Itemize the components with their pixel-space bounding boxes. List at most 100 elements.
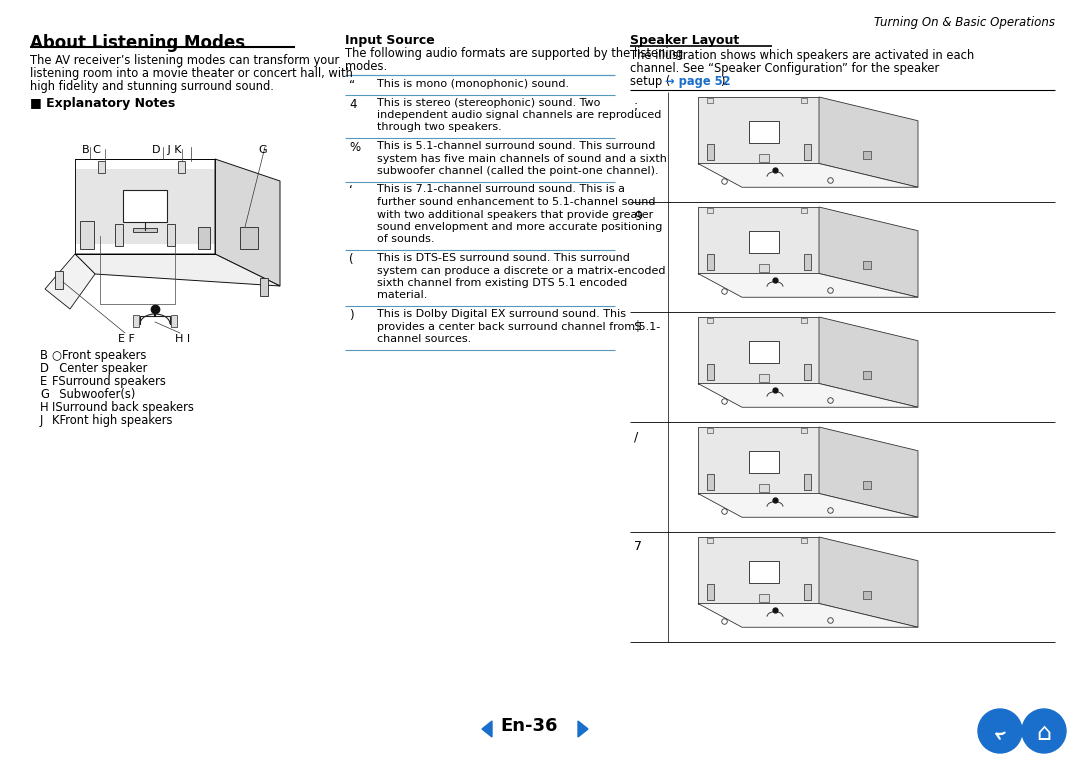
Bar	[133, 315, 139, 327]
Text: Center speaker: Center speaker	[52, 362, 147, 375]
Text: channel sources.: channel sources.	[377, 334, 471, 344]
Polygon shape	[819, 97, 918, 187]
Bar	[863, 151, 870, 159]
Bar	[759, 374, 769, 381]
Polygon shape	[819, 427, 918, 517]
Text: through two speakers.: through two speakers.	[377, 122, 502, 132]
Bar	[759, 484, 769, 491]
Bar	[804, 254, 811, 270]
Bar	[198, 227, 210, 249]
Text: The illustration shows which speakers are activated in each: The illustration shows which speakers ar…	[630, 49, 974, 62]
Text: system can produce a discrete or a matrix-encoded: system can produce a discrete or a matri…	[377, 266, 665, 276]
Text: ).: ).	[720, 75, 728, 88]
Text: D: D	[40, 362, 49, 375]
Bar	[706, 474, 714, 490]
Text: ): )	[349, 309, 353, 322]
Text: Speaker Layout: Speaker Layout	[630, 34, 739, 47]
Bar	[750, 231, 779, 253]
Text: listening room into a movie theater or concert hall, with: listening room into a movie theater or c…	[30, 67, 353, 80]
Text: E: E	[40, 375, 48, 388]
Text: ⌂: ⌂	[1037, 721, 1052, 745]
Text: → page 52: → page 52	[665, 75, 731, 88]
Text: This is mono (monophonic) sound.: This is mono (monophonic) sound.	[377, 79, 569, 89]
Text: 7: 7	[634, 540, 642, 553]
Polygon shape	[819, 317, 918, 407]
Bar	[804, 474, 811, 490]
Bar	[123, 189, 167, 222]
Bar	[801, 318, 808, 323]
Bar	[706, 538, 713, 543]
Polygon shape	[698, 604, 918, 627]
Polygon shape	[482, 721, 492, 737]
Text: ■ Explanatory Notes: ■ Explanatory Notes	[30, 97, 175, 110]
Bar	[98, 161, 105, 173]
Text: modes.: modes.	[345, 60, 387, 73]
Circle shape	[1022, 709, 1066, 753]
Bar	[801, 208, 808, 213]
Bar	[133, 228, 157, 231]
Bar	[863, 371, 870, 379]
Polygon shape	[75, 254, 280, 286]
Text: Input Source: Input Source	[345, 34, 435, 47]
Text: ;: ;	[634, 100, 638, 113]
Bar	[706, 428, 713, 433]
Bar	[706, 254, 714, 270]
Bar	[706, 584, 714, 600]
Text: B C: B C	[82, 145, 100, 155]
Bar	[240, 227, 258, 249]
Polygon shape	[698, 274, 918, 297]
Text: 4: 4	[349, 98, 356, 111]
Bar	[55, 271, 63, 289]
Text: high fidelity and stunning surround sound.: high fidelity and stunning surround soun…	[30, 80, 274, 93]
Polygon shape	[698, 163, 918, 187]
Text: setup (: setup (	[630, 75, 671, 88]
Text: independent audio signal channels are reproduced: independent audio signal channels are re…	[377, 110, 661, 120]
Text: system has five main channels of sound and a sixth: system has five main channels of sound a…	[377, 154, 666, 163]
Text: KFront high speakers: KFront high speakers	[52, 414, 173, 427]
Text: En-36: En-36	[500, 717, 557, 735]
Bar	[260, 278, 268, 296]
Text: The following audio formats are supported by the listening: The following audio formats are supporte…	[345, 47, 684, 60]
Bar	[178, 161, 185, 173]
Text: sound envelopment and more accurate positioning: sound envelopment and more accurate posi…	[377, 222, 662, 232]
Text: This is 5.1-channel surround sound. This surround: This is 5.1-channel surround sound. This…	[377, 141, 656, 151]
Bar	[804, 584, 811, 600]
Text: of sounds.: of sounds.	[377, 235, 434, 244]
Bar	[759, 264, 769, 271]
Text: This is 7.1-channel surround sound. This is a: This is 7.1-channel surround sound. This…	[377, 184, 625, 195]
Bar	[114, 224, 123, 246]
Bar	[804, 144, 811, 160]
Polygon shape	[45, 254, 95, 309]
Text: (: (	[349, 253, 353, 266]
Bar	[706, 364, 714, 380]
Text: G: G	[40, 388, 49, 401]
Bar	[750, 342, 779, 363]
Bar	[750, 452, 779, 473]
Text: H: H	[40, 401, 49, 414]
Text: ○Front speakers: ○Front speakers	[52, 349, 147, 362]
Text: This is Dolby Digital EX surround sound. This: This is Dolby Digital EX surround sound.…	[377, 309, 626, 319]
Text: $: $	[634, 320, 642, 333]
Polygon shape	[698, 207, 819, 274]
Bar	[80, 221, 94, 249]
Text: subwoofer channel (called the point-one channel).: subwoofer channel (called the point-one …	[377, 166, 659, 176]
Polygon shape	[819, 537, 918, 627]
Polygon shape	[698, 317, 819, 384]
Polygon shape	[698, 97, 819, 163]
Bar	[801, 538, 808, 543]
Bar	[801, 98, 808, 103]
Bar	[171, 315, 177, 327]
Text: “: “	[349, 79, 355, 92]
Text: provides a center back surround channel from 5.1-: provides a center back surround channel …	[377, 322, 660, 332]
Text: ‘: ‘	[349, 184, 353, 198]
Text: This is DTS-ES surround sound. This surround: This is DTS-ES surround sound. This surr…	[377, 253, 630, 263]
Polygon shape	[819, 207, 918, 297]
Text: with two additional speakers that provide greater: with two additional speakers that provid…	[377, 209, 653, 219]
Text: %: %	[349, 141, 360, 154]
Text: FSurround speakers: FSurround speakers	[52, 375, 166, 388]
Bar	[759, 594, 769, 601]
Text: Subwoofer(s): Subwoofer(s)	[52, 388, 135, 401]
Polygon shape	[698, 427, 819, 494]
Text: H I: H I	[175, 334, 190, 344]
Text: /: /	[634, 430, 638, 443]
